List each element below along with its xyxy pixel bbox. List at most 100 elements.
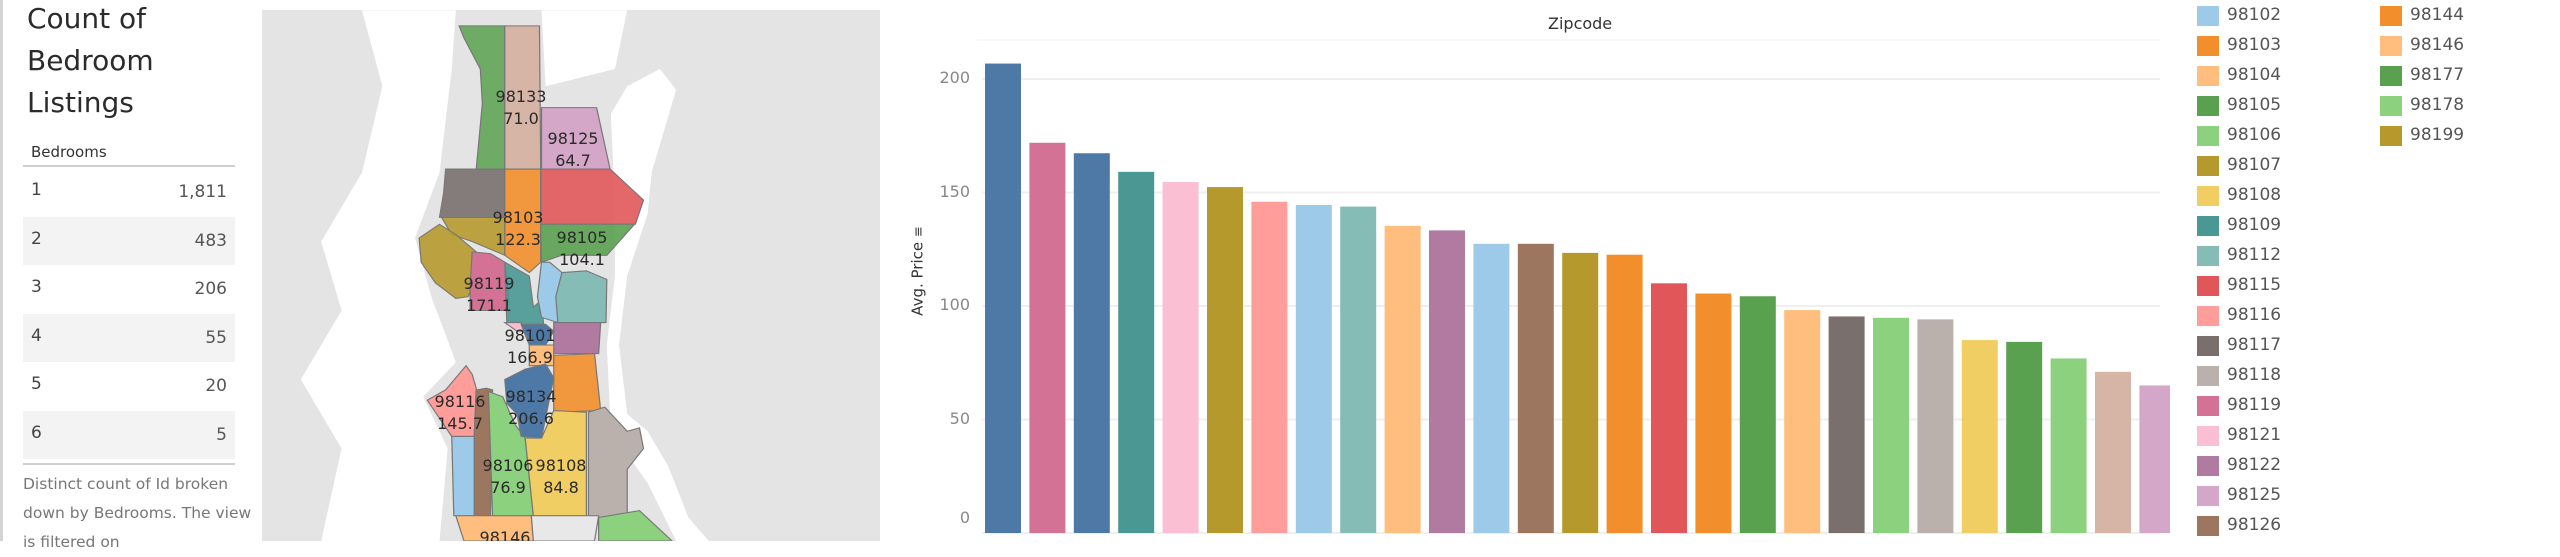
legend-label: 98121	[2227, 425, 2282, 445]
listing-count: 5	[216, 425, 227, 445]
y-axis-title[interactable]: Avg. Price ≡	[909, 224, 927, 319]
map-label-zip: 98133	[495, 87, 547, 106]
region-98168[interactable]	[530, 515, 600, 541]
water	[300, 10, 709, 541]
bar[interactable]	[1295, 204, 1332, 534]
map-label: 98108 84.8	[526, 455, 596, 499]
bar[interactable]	[1562, 252, 1599, 533]
region-98112[interactable]	[555, 270, 608, 324]
legend-swatch	[2197, 486, 2219, 506]
bar[interactable]	[1073, 153, 1110, 533]
map-label-value: 166.9	[507, 348, 553, 367]
bedrooms-value: 4	[31, 325, 42, 346]
listing-count: 55	[205, 327, 227, 348]
listing-count: 483	[194, 230, 227, 251]
bar[interactable]	[1384, 225, 1421, 533]
bar[interactable]	[2139, 385, 2170, 533]
bar[interactable]	[1162, 182, 1199, 534]
region-98105[interactable]	[540, 223, 636, 263]
bar[interactable]	[1784, 310, 1821, 533]
map-label: 98133 71.0	[486, 86, 556, 130]
legend-swatch	[2197, 216, 2219, 236]
bar[interactable]	[1029, 142, 1066, 534]
table-row[interactable]: 4 55	[23, 313, 235, 362]
map-label: 98146	[470, 527, 540, 541]
bar[interactable]	[1340, 206, 1377, 533]
legend-label: 98118	[2227, 365, 2282, 385]
bar[interactable]	[1473, 243, 1510, 533]
legend-swatch	[2380, 36, 2402, 56]
bar-chart	[977, 39, 2170, 534]
listing-count: 206	[194, 279, 227, 300]
legend-label: 98146	[2410, 35, 2465, 55]
map-label-value: 64.7	[555, 151, 591, 170]
bar[interactable]	[985, 63, 1021, 534]
legend-swatch	[2197, 6, 2219, 26]
legend-label: 98117	[2227, 335, 2282, 355]
map-label-zip: 98105	[556, 228, 608, 247]
bar[interactable]	[1917, 319, 1954, 533]
bedrooms-column-header[interactable]: Bedrooms	[31, 143, 107, 161]
y-axis-label: Avg. Price	[908, 241, 927, 316]
bar[interactable]	[1651, 283, 1687, 533]
map-label-value: 206.6	[508, 409, 554, 428]
header-divider	[23, 165, 235, 167]
region-98178[interactable]	[598, 510, 673, 541]
map-label-zip: 98116	[434, 392, 486, 411]
legend-label: 98109	[2227, 215, 2282, 235]
bar[interactable]	[1207, 187, 1243, 533]
table-row[interactable]: 5 20	[23, 362, 235, 410]
legend-label: 98106	[2227, 125, 2282, 145]
legend-swatch	[2197, 36, 2219, 56]
bar[interactable]	[1739, 296, 1776, 533]
legend-swatch	[2380, 126, 2402, 146]
bar[interactable]	[1429, 230, 1465, 533]
chart-title: Zipcode	[1548, 14, 1613, 33]
sort-icon[interactable]: ≡	[911, 226, 927, 238]
map-label-zip: 98119	[463, 274, 515, 293]
bar[interactable]	[1118, 171, 1155, 533]
map-label-zip: 98134	[505, 387, 557, 406]
bar[interactable]	[1961, 340, 1998, 533]
map-label-value: 122.3	[495, 230, 541, 249]
zipcode-map[interactable]: 98133 71.0 98125 64.7 98103 122.3 98105 104.1 98…	[262, 10, 880, 541]
bar[interactable]	[1695, 293, 1732, 533]
region-98122[interactable]	[553, 322, 602, 355]
legend-swatch	[2197, 66, 2219, 86]
caption-text: Distinct count of Id broken down by Bedr…	[23, 475, 252, 551]
region-98136[interactable]	[451, 435, 475, 517]
map-label: 98125 64.7	[538, 128, 608, 172]
y-tick-label: 150	[939, 181, 970, 201]
legend-swatch	[2197, 366, 2219, 386]
legend-label: 98125	[2227, 485, 2282, 505]
bar[interactable]	[2095, 371, 2131, 533]
listing-count: 20	[205, 376, 227, 397]
table-row[interactable]: 1 1,811	[23, 168, 235, 216]
bar[interactable]	[2006, 341, 2043, 533]
bar[interactable]	[1251, 201, 1288, 533]
table-row[interactable]: 2 483	[23, 216, 235, 265]
map-label: 98106 76.9	[473, 455, 543, 499]
region-98115[interactable]	[540, 168, 645, 225]
legend-swatch	[2197, 306, 2219, 326]
legend-swatch	[2197, 156, 2219, 176]
legend-swatch	[2197, 96, 2219, 116]
map-canvas[interactable]	[262, 10, 880, 541]
legend-label: 98199	[2410, 125, 2465, 145]
legend-label: 98104	[2227, 65, 2282, 85]
bar[interactable]	[1873, 317, 1909, 533]
table-row[interactable]: 3 206	[23, 265, 235, 313]
legend-label: 98105	[2227, 95, 2282, 115]
legend-label: 98126	[2227, 515, 2282, 535]
bar[interactable]	[2050, 358, 2087, 533]
bar[interactable]	[1606, 254, 1643, 533]
bedrooms-value: 3	[31, 277, 42, 298]
bedroom-count-panel: Count of Bedroom Listings Bedrooms 1 1,81…	[0, 0, 260, 551]
bar[interactable]	[1828, 316, 1865, 533]
map-label-value: 104.1	[559, 250, 605, 269]
legend-swatch	[2197, 276, 2219, 296]
legend-swatch	[2380, 6, 2402, 26]
bar[interactable]	[1517, 243, 1554, 533]
y-tick-label: 50	[949, 408, 970, 428]
